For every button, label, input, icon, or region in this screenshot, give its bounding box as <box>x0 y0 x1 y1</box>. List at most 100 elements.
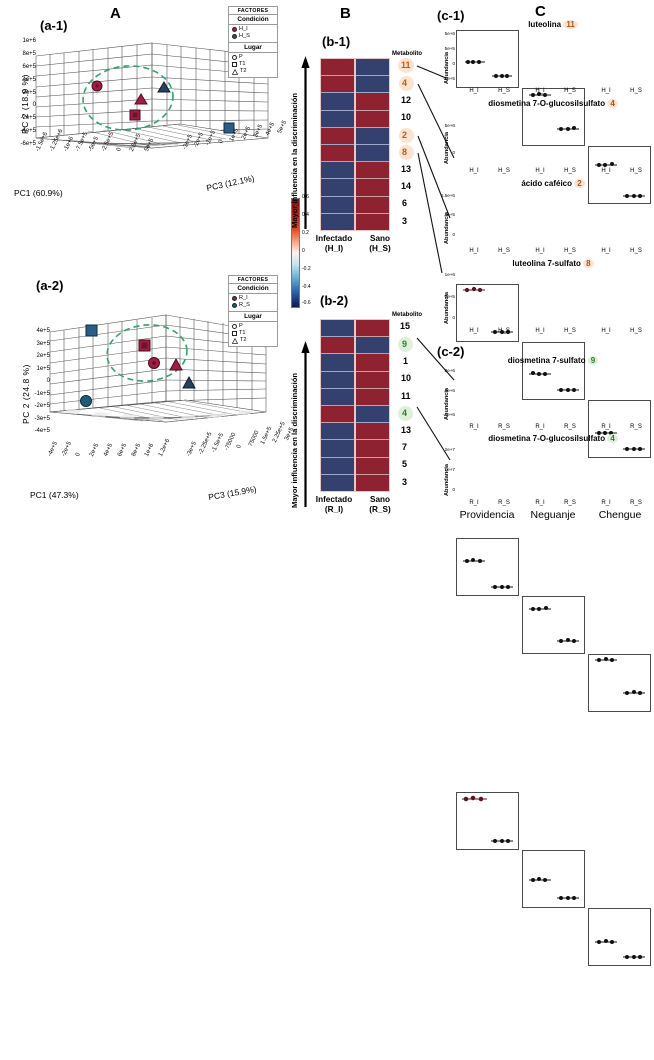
legend-item-p[interactable]: P <box>232 323 274 330</box>
compound-name: diosmetina 7-O-glucosilsulfato <box>488 99 605 108</box>
heatmap-cell[interactable] <box>356 440 389 457</box>
ytick: 0 <box>47 378 50 384</box>
pca-a2-xticks: -4e+5 -2e+5 0 2e+5 4e+5 6e+5 8e+5 1e+6 1… <box>44 455 194 485</box>
heatmap-cell[interactable] <box>321 475 354 491</box>
legend-item-t2[interactable]: T2 <box>232 337 274 344</box>
strip-plot-r4-neguanje[interactable] <box>522 850 585 908</box>
strip-plot-r1-chengue[interactable] <box>588 146 651 204</box>
legend-item-t2[interactable]: T2 <box>232 68 274 75</box>
metabolite-label: 7 <box>402 443 407 452</box>
strip-xlabel: H_S <box>623 88 649 94</box>
legend-title: FACTORES <box>229 276 277 283</box>
ytick: 0 <box>452 232 455 237</box>
heatmap-cell[interactable] <box>321 389 354 406</box>
heatmap-cell[interactable] <box>321 197 354 214</box>
heatmap-cell[interactable] <box>356 320 389 337</box>
heatmap-cell[interactable] <box>321 145 354 162</box>
heatmap-cell[interactable] <box>356 354 389 371</box>
strip-plot-r4-chengue[interactable] <box>588 908 651 966</box>
heatmap-cell[interactable] <box>356 59 389 76</box>
ytick: 3e+5 <box>36 341 50 347</box>
strip-yticks-r2: 5e+6 0 <box>450 110 455 168</box>
strip-yticks-c2r2: 2e+7 1e+7 0 <box>450 446 455 500</box>
strip-plot-r3-providencia[interactable] <box>456 538 519 596</box>
legend-a1[interactable]: FACTORES Condición H_I H_S Lugar P T1 T2 <box>228 6 278 78</box>
legend-item-p[interactable]: P <box>232 54 274 61</box>
heatmap-b2[interactable] <box>320 319 390 492</box>
ytick: 0 <box>33 102 36 108</box>
heatmap-cell[interactable] <box>321 111 354 128</box>
heatmap-cell[interactable] <box>321 354 354 371</box>
legend-item-r-i[interactable]: R_I <box>232 295 274 302</box>
heatmap-cell[interactable] <box>356 406 389 423</box>
heatmap-cell[interactable] <box>356 372 389 389</box>
heatmap-cell[interactable] <box>356 179 389 196</box>
legend-a2[interactable]: FACTORES Condición R_I R_S Lugar P T1 T2 <box>228 275 278 347</box>
heatmap-cell[interactable] <box>321 372 354 389</box>
ytick: 0 <box>452 487 455 492</box>
strip-xlabel: H_I <box>593 168 619 174</box>
heatmap-cell[interactable] <box>321 337 354 354</box>
strip-xlabel: R_I <box>593 500 619 506</box>
ytick: 8e+6 <box>445 368 455 373</box>
strip-xlabel: R_S <box>491 424 517 430</box>
heatmap-cell[interactable] <box>321 214 354 230</box>
legend-label: T2 <box>240 68 247 75</box>
strip-xlabel: H_S <box>491 88 517 94</box>
ytick: -2e+5 <box>34 403 50 409</box>
strip-xlabel: H_S <box>623 248 649 254</box>
heatmap-cell[interactable] <box>356 197 389 214</box>
heatmap-cell[interactable] <box>356 111 389 128</box>
legend-item-t1[interactable]: T1 <box>232 330 274 337</box>
strip-yticks-r3: 1.5e+6 5e+5 0 <box>450 190 455 248</box>
square-icon <box>232 62 237 67</box>
legend-label: P <box>239 54 243 61</box>
heatmap-cell[interactable] <box>356 423 389 440</box>
legend-item-t1[interactable]: T1 <box>232 61 274 68</box>
legend-item-h-s[interactable]: H_S <box>232 33 274 40</box>
ytick: 5e+6 <box>445 31 455 36</box>
heatmap-cell[interactable] <box>356 93 389 110</box>
heatmap-cell[interactable] <box>356 128 389 145</box>
heatmap-cell[interactable] <box>356 337 389 354</box>
ytick: 0 <box>452 315 455 320</box>
heatmap-cell[interactable] <box>321 128 354 145</box>
strip-plot-r3-neguanje[interactable] <box>522 596 585 654</box>
metabolite-label: 8 <box>402 148 407 157</box>
strip-plot-r1-providencia[interactable] <box>456 30 519 88</box>
heatmap-cell[interactable] <box>356 475 389 491</box>
heatmap-cell[interactable] <box>356 458 389 475</box>
heatmap-cell[interactable] <box>321 458 354 475</box>
heatmap-cell[interactable] <box>321 423 354 440</box>
heatmap-cell[interactable] <box>321 93 354 110</box>
heatmap-cell[interactable] <box>321 162 354 179</box>
compound-name: diosmetina 7-sulfato <box>508 356 586 365</box>
heatmap-cell[interactable] <box>356 214 389 230</box>
ytick: 6e+5 <box>22 64 36 70</box>
strip-plot-r2-neguanje[interactable] <box>522 342 585 400</box>
heatmap-cell[interactable] <box>321 179 354 196</box>
heatmap-cell[interactable] <box>356 389 389 406</box>
strip-xlabel: H_I <box>593 248 619 254</box>
heatmap-cell[interactable] <box>321 406 354 423</box>
strip-xlabel: H_I <box>461 168 487 174</box>
legend-item-r-s[interactable]: R_S <box>232 302 274 309</box>
strip-plot-r3-chengue[interactable] <box>588 654 651 712</box>
compound-number-badge: 4 <box>607 99 617 108</box>
heatmap-cell[interactable] <box>321 440 354 457</box>
strip-plot-r4-providencia[interactable] <box>456 792 519 850</box>
heatmap-cell[interactable] <box>356 162 389 179</box>
ztick: 0 <box>236 444 243 450</box>
legend-label: T1 <box>239 330 246 337</box>
heatmap-cell[interactable] <box>321 76 354 93</box>
xtick: -4e+5 <box>47 441 59 458</box>
heatmap-cell[interactable] <box>356 145 389 162</box>
heatmap-b1[interactable] <box>320 58 390 231</box>
strip-title-diosmetina-7-sulfato-9: diosmetina 7-sulfato 9 <box>455 356 651 365</box>
heatmap-cell[interactable] <box>356 76 389 93</box>
heatmap-cell[interactable] <box>321 320 354 337</box>
legend-item-h-i[interactable]: H_I <box>232 26 274 33</box>
heatmap-cell[interactable] <box>321 59 354 76</box>
strip-plot-r1-neguanje[interactable] <box>522 88 585 146</box>
legend-condicion-title: Condición <box>229 283 277 294</box>
